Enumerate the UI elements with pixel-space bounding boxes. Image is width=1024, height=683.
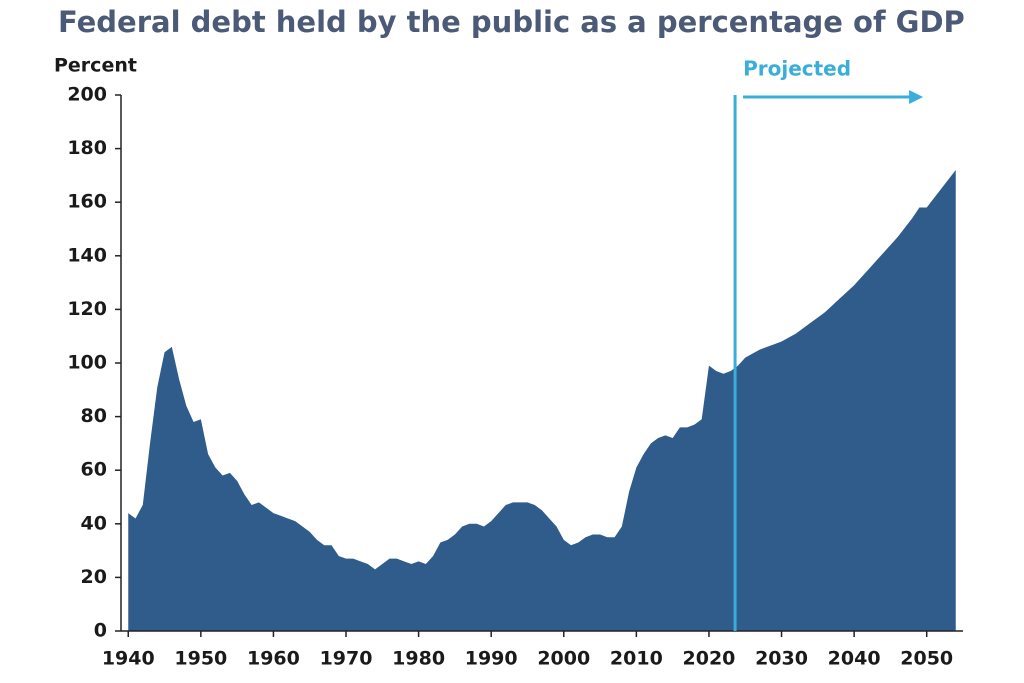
x-tick-label: 1970 bbox=[320, 648, 373, 670]
x-tick-label: 2020 bbox=[683, 648, 736, 670]
x-tick-label: 1990 bbox=[465, 648, 518, 670]
y-tick-label: 140 bbox=[67, 244, 107, 266]
x-tick-label: 2040 bbox=[828, 648, 881, 670]
x-tick-label: 2050 bbox=[900, 648, 953, 670]
y-tick-label: 120 bbox=[67, 298, 107, 320]
y-tick-label: 60 bbox=[81, 459, 107, 481]
x-tick-label: 2030 bbox=[755, 648, 808, 670]
x-tick-label: 2000 bbox=[537, 648, 590, 670]
y-tick-label: 20 bbox=[81, 566, 107, 588]
area bbox=[128, 170, 956, 632]
y-tick-label: 180 bbox=[67, 137, 107, 159]
x-tick-label: 1980 bbox=[392, 648, 445, 670]
chart-title: Federal debt held by the public as a per… bbox=[58, 5, 965, 39]
y-tick-label: 100 bbox=[67, 352, 107, 374]
y-tick-label: 80 bbox=[81, 405, 107, 427]
y-axis-label: Percent bbox=[54, 55, 137, 77]
y-tick-label: 200 bbox=[67, 84, 107, 106]
y-tick-label: 0 bbox=[94, 620, 107, 642]
x-tick-label: 1950 bbox=[174, 648, 227, 670]
x-tick-label: 2010 bbox=[610, 648, 663, 670]
x-tick-label: 1940 bbox=[102, 648, 155, 670]
y-tick-label: 40 bbox=[81, 512, 107, 534]
projection-arrowhead bbox=[909, 90, 924, 104]
x-tick-label: 1960 bbox=[247, 648, 300, 670]
y-tick-label: 160 bbox=[67, 191, 107, 213]
projection-label: Projected bbox=[743, 57, 851, 81]
